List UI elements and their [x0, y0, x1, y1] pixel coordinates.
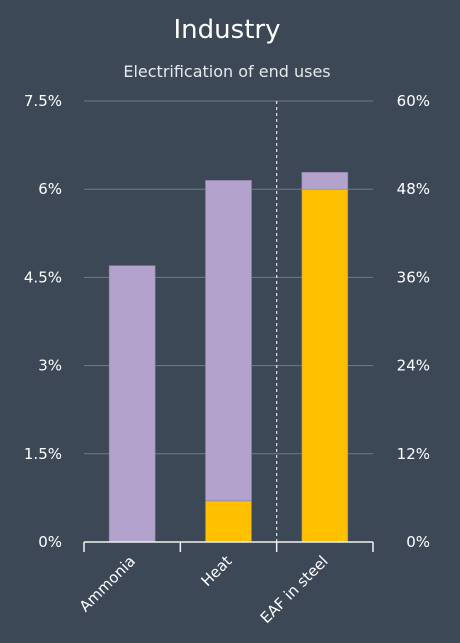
y-right-tick-label: 12% — [397, 445, 430, 463]
x-category-label: Heat — [197, 552, 235, 590]
chart-title: Industry — [174, 15, 281, 45]
y-right-tick-label: 36% — [397, 268, 430, 286]
x-category-label: Ammonia — [76, 552, 139, 615]
bar-segment — [301, 188, 349, 543]
y-left-tick-label: 1.5% — [24, 445, 62, 463]
y-right-tick-label: 60% — [397, 92, 430, 110]
y-right-tick-label: 0% — [406, 533, 430, 551]
bar-segment — [205, 180, 252, 502]
y-left-tick-label: 7.5% — [24, 92, 62, 110]
y-left-tick-label: 6% — [38, 180, 62, 198]
y-right-tick-label: 24% — [397, 357, 430, 375]
chart-subtitle: Electrification of end uses — [123, 62, 330, 81]
bar-segment — [301, 171, 349, 190]
y-left-tick-label: 3% — [38, 357, 62, 375]
y-right-tick-label: 48% — [397, 180, 430, 198]
x-category-label: EAF in steel — [257, 552, 332, 627]
y-left-tick-label: 4.5% — [24, 268, 62, 286]
bar-segment — [108, 265, 156, 543]
y-left-tick-label: 0% — [38, 533, 62, 551]
bar-segment — [205, 500, 252, 543]
